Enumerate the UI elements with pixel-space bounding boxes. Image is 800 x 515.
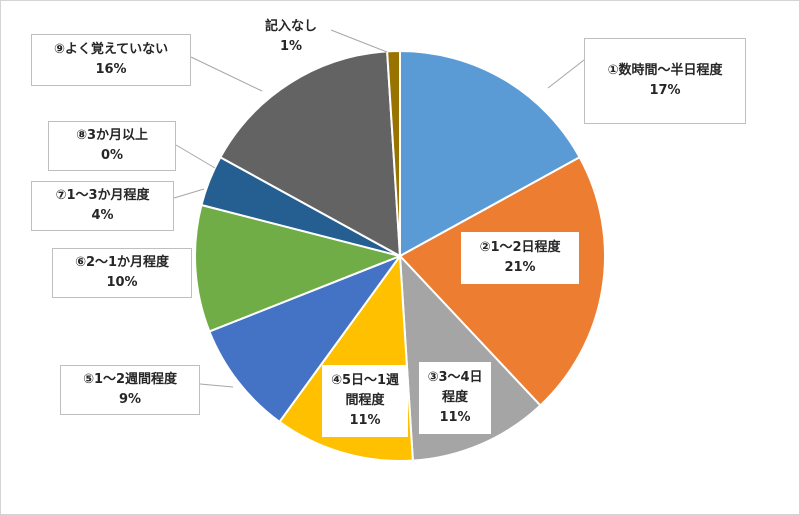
- label-slice-1-pct: 17%: [649, 83, 681, 98]
- label-slice-4-name: ④5日～1週間程度: [330, 373, 400, 408]
- pie-slice-1: [399, 49, 582, 258]
- label-slice-9: ⑨よく覚えていない 16%: [31, 34, 191, 86]
- label-slice-10-pct: 1%: [279, 39, 303, 54]
- leader-line-1: [547, 59, 585, 89]
- label-slice-3-pct: 11%: [439, 410, 471, 425]
- label-slice-7-pct: 4%: [91, 208, 114, 223]
- label-slice-4-pct: 11%: [349, 413, 381, 428]
- label-slice-5: ⑤1～2週間程度 9%: [60, 365, 200, 415]
- leader-line-6: [330, 29, 388, 53]
- label-slice-9-pct: 16%: [95, 62, 127, 77]
- label-slice-8: ⑧3か月以上 0%: [48, 121, 176, 171]
- pie-slice-5: [208, 253, 403, 424]
- label-slice-1-name: ①数時間～半日程度: [607, 63, 723, 78]
- label-slice-10: 記入なし 1%: [246, 12, 336, 62]
- label-slice-1: ①数時間～半日程度 17%: [584, 38, 746, 124]
- label-slice-7: ⑦1～3か月程度 4%: [31, 181, 174, 231]
- pie-slice-6: [194, 203, 404, 333]
- leader-line-3: [175, 144, 216, 169]
- label-slice-8-name: ⑧3か月以上: [75, 128, 149, 143]
- pie-slice-9: [218, 50, 402, 258]
- label-slice-4: ④5日～1週間程度 11%: [322, 365, 408, 437]
- label-slice-6: ⑥2～1か月程度 10%: [52, 248, 192, 298]
- label-slice-2-name: ②1～2日程度: [479, 240, 561, 255]
- label-slice-9-name: ⑨よく覚えていない: [53, 42, 169, 57]
- label-slice-2: ②1～2日程度 21%: [461, 232, 579, 284]
- label-slice-6-pct: 10%: [106, 275, 138, 290]
- label-slice-5-name: ⑤1～2週間程度: [82, 372, 178, 387]
- label-slice-3: ③3～4日程度 11%: [419, 362, 491, 434]
- label-slice-6-name: ⑥2～1か月程度: [74, 255, 170, 270]
- leader-line-4: [173, 188, 205, 199]
- label-slice-8-pct: 0%: [100, 148, 124, 163]
- label-slice-2-pct: 21%: [504, 260, 536, 275]
- label-slice-10-name: 記入なし: [264, 19, 317, 34]
- label-slice-7-name: ⑦1～3か月程度: [55, 188, 150, 203]
- leader-line-5: [199, 383, 234, 388]
- label-slice-3-name: ③3～4日程度: [427, 370, 483, 405]
- pie-slice-10: [386, 49, 401, 257]
- leader-line-2: [190, 56, 263, 92]
- label-slice-5-pct: 9%: [118, 392, 142, 407]
